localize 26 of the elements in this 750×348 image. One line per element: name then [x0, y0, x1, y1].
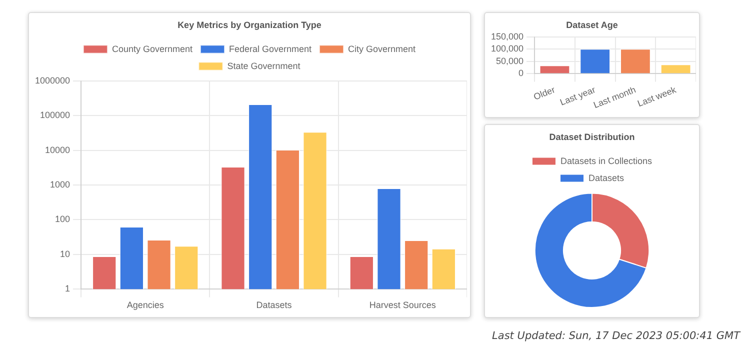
chart-title: Dataset Age	[566, 20, 618, 30]
chart-title: Dataset Distribution	[549, 132, 635, 142]
y-tick-label: 10000	[45, 144, 70, 155]
legend-label: Datasets in Collections	[560, 156, 653, 166]
chart-title: Key Metrics by Organization Type	[178, 20, 322, 30]
y-tick-label: 50,000	[496, 56, 524, 66]
x-tick-label: Last week	[636, 84, 678, 109]
x-tick-label: Datasets	[256, 300, 292, 310]
y-tick-label: 0	[518, 68, 524, 78]
legend-label: County Government	[112, 44, 193, 54]
text: Last Updated: Sun, 17 Dec 2023 05:00:41 GMT	[492, 330, 740, 342]
y-tick-label: 1000000	[34, 75, 70, 86]
legend-label: Datasets	[588, 172, 625, 183]
y-tick-label: 100000	[40, 110, 70, 120]
x-tick-label: Harvest Sources	[369, 300, 436, 310]
x-tick-label: Older	[532, 84, 556, 102]
legend-label: Federal Government	[228, 44, 312, 54]
y-tick-label: 1	[65, 284, 70, 294]
y-tick-label: 100	[55, 214, 70, 224]
y-tick-label: 150,000	[490, 31, 524, 42]
y-tick-label: 1000	[50, 179, 70, 190]
legend-label: City Government	[348, 44, 416, 54]
x-tick-label: Agencies	[126, 300, 164, 310]
y-tick-label: 100,000	[490, 44, 524, 54]
legend-label: State Government	[227, 60, 301, 71]
y-tick-label: 10	[60, 248, 70, 259]
